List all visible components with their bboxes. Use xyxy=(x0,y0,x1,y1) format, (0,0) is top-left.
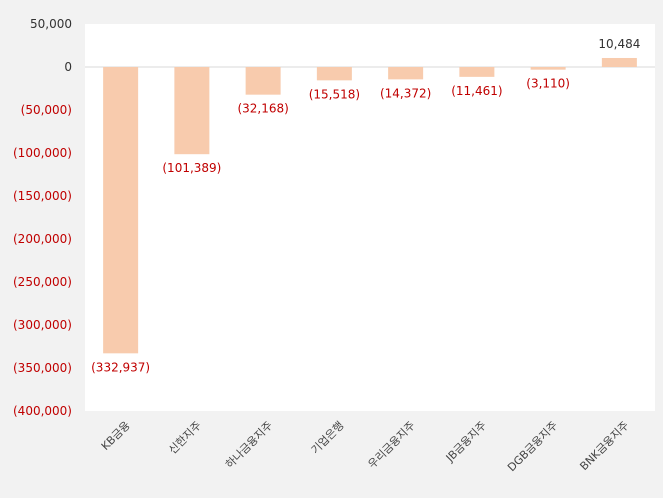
y-tick-label: (300,000) xyxy=(13,318,72,332)
x-tick-label: 우리금융지주 xyxy=(366,419,418,471)
data-label: (11,461) xyxy=(451,84,502,98)
y-tick-label: (350,000) xyxy=(13,361,72,375)
x-tick-label: BNK금융지주 xyxy=(577,419,631,473)
bar xyxy=(103,67,139,354)
bar xyxy=(245,67,281,95)
bar xyxy=(316,67,352,81)
x-tick-label: KB금융 xyxy=(99,419,133,453)
y-tick-label: (100,000) xyxy=(13,146,72,160)
y-tick-label: (400,000) xyxy=(13,404,72,418)
bar xyxy=(388,67,424,80)
data-label: (32,168) xyxy=(237,102,288,116)
x-tick-label: 기업은행 xyxy=(309,419,347,457)
data-label: 10,484 xyxy=(598,37,640,51)
x-tick-label: JB금융지주 xyxy=(443,419,489,465)
x-tick-label: 하나금융지주 xyxy=(222,418,275,471)
bar xyxy=(459,67,495,77)
x-axis: KB금융 신한지주 하나금융지주 기업은행 우리금융지주 JB금융지주 DGB금융지주 BNK… xyxy=(99,418,632,474)
bars xyxy=(103,57,637,354)
y-axis: 50,000 0 (50,000) (100,000) (150,000) (200,00… xyxy=(13,17,72,418)
y-tick-label: 0 xyxy=(64,60,72,74)
y-tick-label: (200,000) xyxy=(13,232,72,246)
data-label: (14,372) xyxy=(380,86,431,100)
data-labels: (332,937) (101,389) (32,168) (15,518) (14,37… xyxy=(91,37,640,374)
data-label: (15,518) xyxy=(309,87,360,101)
y-tick-label: (150,000) xyxy=(13,189,72,203)
bar xyxy=(601,57,637,67)
x-tick-label: 신한지주 xyxy=(166,419,204,457)
data-label: (101,389) xyxy=(162,161,221,175)
data-label: (3,110) xyxy=(526,77,570,91)
data-label: (332,937) xyxy=(91,360,150,374)
y-tick-label: (250,000) xyxy=(13,275,72,289)
bar xyxy=(530,67,566,70)
bar xyxy=(174,67,210,155)
y-tick-label: 50,000 xyxy=(30,17,72,31)
y-tick-label: (50,000) xyxy=(21,103,72,117)
x-tick-label: DGB금융지주 xyxy=(505,419,560,474)
